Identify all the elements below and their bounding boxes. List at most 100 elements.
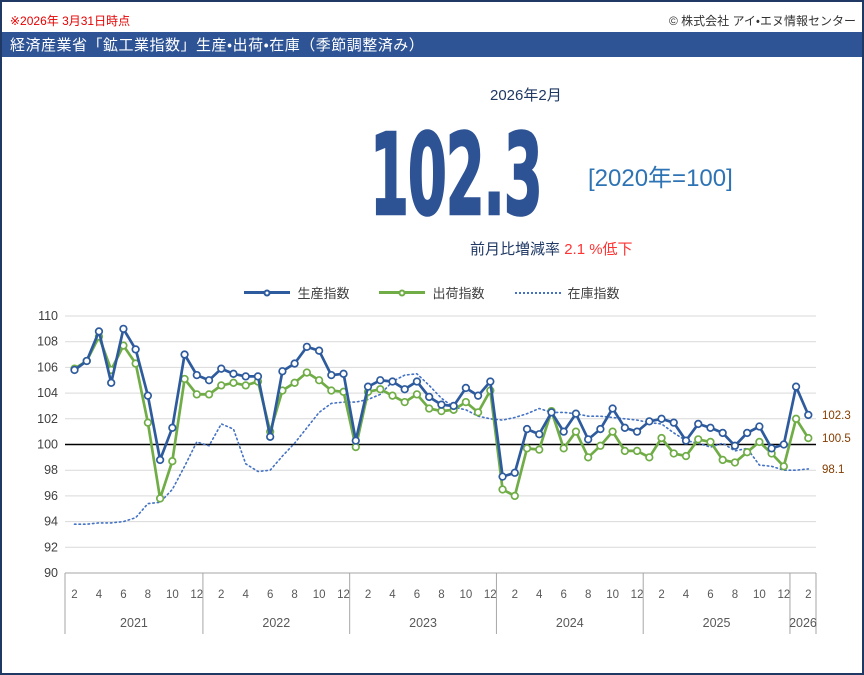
data-point-生産指数 (694, 419, 703, 429)
data-point-生産指数 (131, 345, 140, 354)
data-point-生産指数 (620, 423, 629, 432)
y-axis-tick-label: 106 (37, 360, 58, 374)
month-over-month-line: 前月比増減率 2.1 %低下 (470, 238, 633, 259)
x-month-label: 2 (218, 589, 224, 601)
data-point-生産指数 (449, 401, 458, 411)
data-point-出荷指数 (510, 491, 519, 501)
x-year-label: 2024 (556, 616, 584, 630)
data-point-出荷指数 (302, 368, 312, 377)
chart-legend: 生産指数 出荷指数 在庫指数 (2, 283, 862, 302)
data-point-出荷指数 (718, 455, 727, 465)
data-point-出荷指数 (596, 441, 605, 450)
data-point-生産指数 (571, 409, 581, 418)
data-point-生産指数 (645, 417, 654, 426)
data-point-出荷指数 (241, 381, 250, 390)
latest-value-label: 98.1 (822, 464, 844, 476)
x-month-label: 6 (120, 589, 126, 601)
y-axis-tick-label: 102 (37, 412, 58, 426)
x-month-label: 6 (414, 589, 420, 601)
data-point-生産指数 (94, 327, 104, 336)
data-point-出荷指数 (400, 397, 409, 407)
data-point-生産指数 (779, 440, 788, 449)
x-month-label: 10 (313, 589, 326, 601)
x-month-label: 6 (707, 589, 713, 601)
data-point-生産指数 (608, 404, 617, 413)
x-month-label: 2 (805, 589, 811, 601)
data-point-生産指数 (437, 400, 446, 409)
data-point-生産指数 (657, 414, 666, 423)
legend-item-production: 生産指数 (244, 283, 349, 302)
data-point-生産指数 (412, 377, 422, 386)
data-point-出荷指数 (327, 386, 336, 395)
y-axis-tick-label: 90 (44, 566, 58, 580)
data-point-出荷指数 (804, 433, 813, 443)
data-point-出荷指数 (522, 444, 532, 453)
data-point-出荷指数 (657, 433, 666, 443)
x-month-label: 4 (96, 589, 103, 601)
data-point-出荷指数 (669, 449, 678, 458)
x-month-label: 6 (267, 589, 273, 601)
copyright-note: © 株式会社 アイ・エヌ情報センター (669, 14, 856, 28)
period-label: 2026年2月 (490, 87, 562, 104)
data-point-出荷指数 (143, 418, 153, 427)
y-axis-tick-label: 104 (37, 386, 58, 400)
data-point-出荷指数 (217, 381, 226, 390)
data-point-生産指数 (804, 410, 813, 420)
data-point-生産指数 (376, 376, 385, 385)
data-point-出荷指数 (412, 390, 422, 399)
x-month-label: 4 (243, 589, 250, 601)
x-month-label: 2 (658, 589, 664, 601)
x-month-label: 12 (777, 589, 790, 601)
data-point-出荷指数 (779, 462, 788, 471)
legend-label-production: 生産指数 (297, 286, 350, 301)
data-point-出荷指数 (376, 385, 385, 394)
x-month-label: 4 (536, 589, 543, 601)
data-point-生産指数 (730, 441, 740, 450)
data-point-生産指数 (535, 430, 544, 439)
x-month-label: 12 (484, 589, 497, 601)
data-point-生産指数 (302, 342, 312, 351)
y-axis-tick-label: 100 (37, 438, 58, 452)
data-point-出荷指数 (425, 404, 434, 413)
data-point-生産指数 (351, 436, 360, 445)
mom-label: 前月比増減率 (470, 241, 561, 258)
data-point-生産指数 (155, 455, 165, 465)
y-axis-tick-label: 108 (37, 335, 58, 349)
shipment-line-swatch-icon (379, 289, 426, 296)
data-point-出荷指数 (168, 457, 177, 466)
legend-item-shipment: 出荷指数 (379, 283, 485, 302)
data-point-生産指数 (339, 369, 348, 378)
data-point-出荷指数 (461, 397, 471, 407)
title-banner: 経済産業省「鉱工業指数」生産・出荷・在庫（季節調整済み） (2, 32, 862, 57)
data-point-出荷指数 (229, 378, 238, 387)
series-line-在庫指数 (73, 373, 810, 525)
data-point-出荷指数 (180, 374, 189, 384)
x-year-label: 2025 (703, 616, 731, 630)
data-point-生産指数 (241, 372, 250, 381)
top-note-row: ※2026年 3月31日時点 © 株式会社 アイ・エヌ情報センター (2, 2, 862, 32)
data-point-生産指数 (278, 367, 287, 376)
data-point-生産指数 (559, 427, 568, 436)
y-axis-tick-label: 110 (38, 309, 58, 323)
iip-chart: 90 92 94 96 98 100 102 104 106 108 110 2 4 6 8 10 12 2 4 6 8… (2, 302, 862, 671)
y-axis-tick-label: 98 (44, 463, 58, 477)
data-point-生産指数 (681, 436, 691, 445)
x-year-label: 2026 (789, 616, 817, 630)
data-point-生産指数 (473, 391, 483, 400)
data-point-出荷指数 (571, 427, 581, 436)
data-point-生産指数 (314, 346, 324, 355)
legend-label-shipment: 出荷指数 (432, 286, 485, 301)
data-point-生産指数 (70, 365, 79, 375)
data-point-出荷指数 (388, 391, 397, 400)
x-month-label: 2 (512, 589, 518, 601)
data-point-出荷指数 (632, 446, 642, 456)
data-point-生産指数 (363, 382, 373, 391)
x-year-label: 2021 (120, 616, 148, 630)
data-point-生産指数 (425, 392, 434, 402)
data-point-生産指数 (168, 423, 177, 432)
data-point-出荷指数 (535, 445, 544, 454)
x-month-label: 12 (631, 589, 644, 601)
data-point-生産指数 (400, 385, 409, 394)
